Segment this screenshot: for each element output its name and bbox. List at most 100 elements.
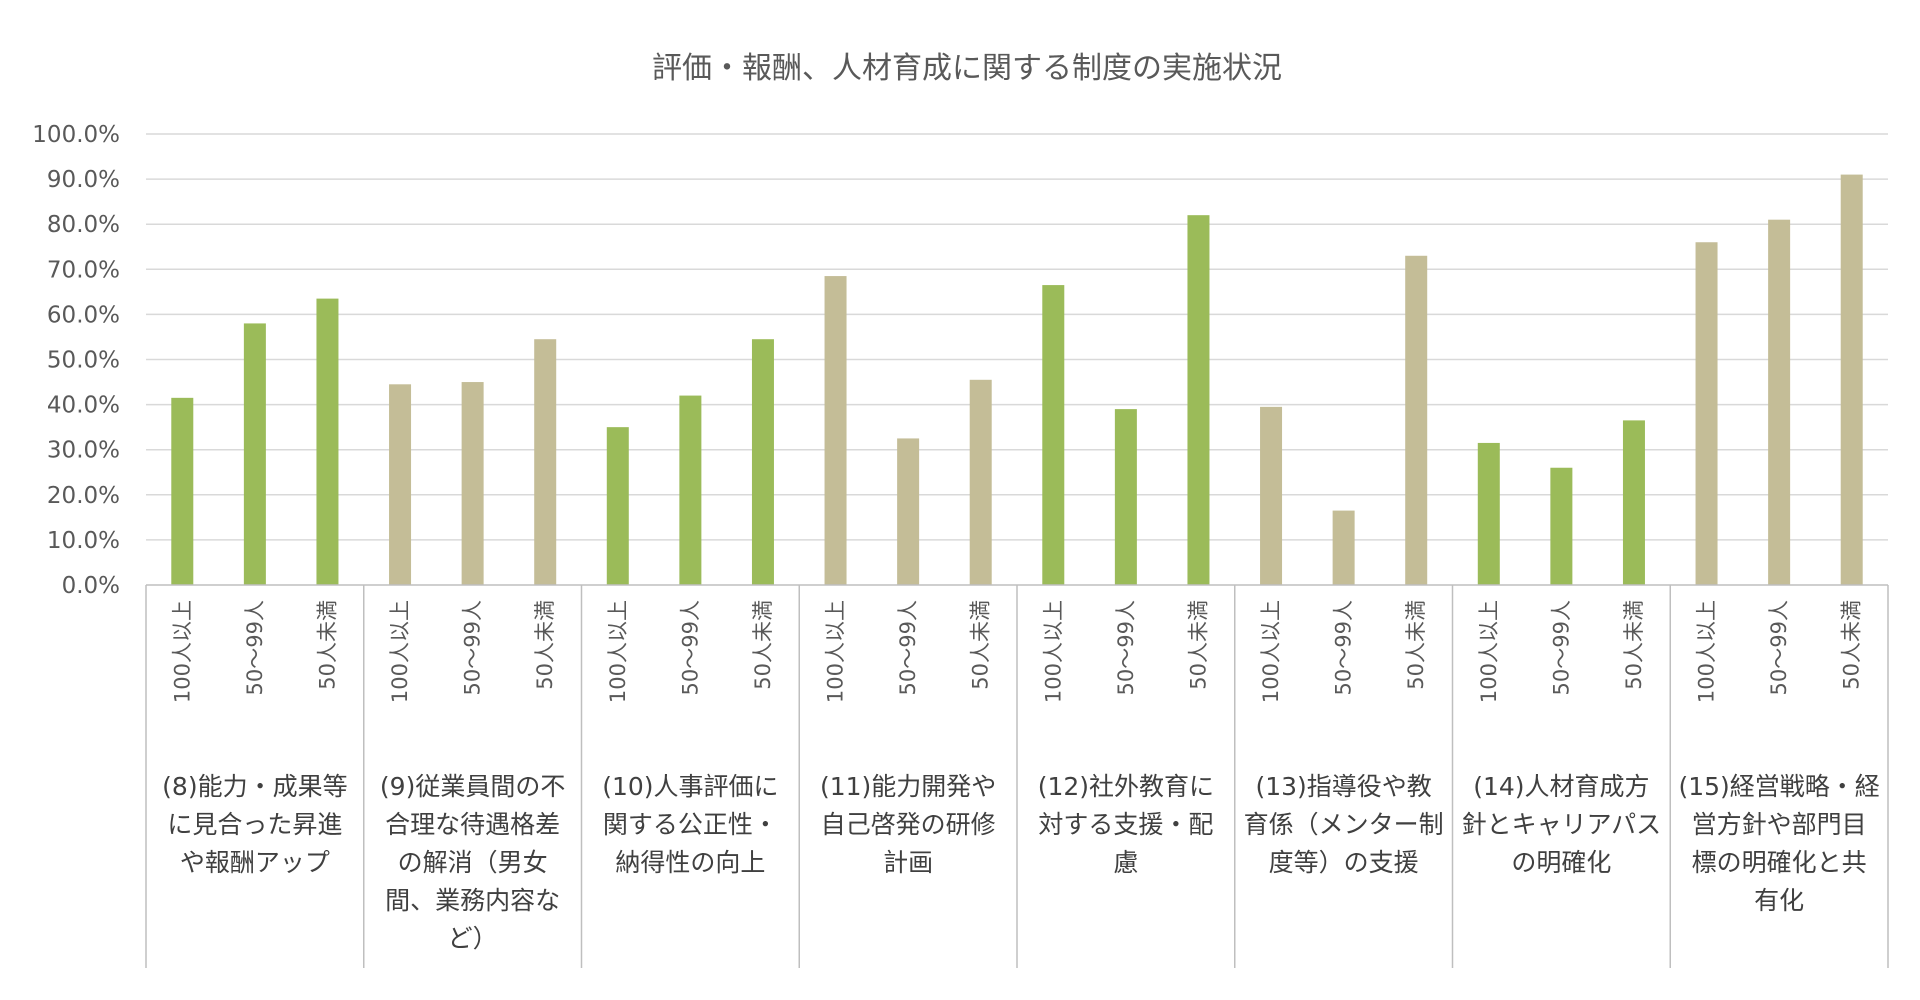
category-label: 50人未満: [1622, 600, 1646, 690]
group-label-line: 育係（メンター制: [1244, 810, 1444, 839]
category-label: 100人以上: [1695, 600, 1719, 703]
y-tick-label: 20.0%: [47, 483, 120, 509]
category-label: 50人未満: [1840, 600, 1864, 690]
y-tick-label: 100.0%: [32, 122, 120, 148]
group-label-line: の明確化: [1511, 848, 1611, 877]
chart-title: 評価・報酬、人材育成に関する制度の実施状況: [652, 51, 1282, 86]
category-label: 50～99人: [1767, 600, 1791, 695]
group-label-line: 自己啓発の研修: [821, 810, 996, 839]
y-tick-label: 50.0%: [47, 348, 120, 374]
group-label: (13)指導役や教育係（メンター制度等）の支援: [1244, 772, 1444, 877]
bar: [897, 438, 920, 585]
group-label: (12)社外教育に対する支援・配慮: [1038, 772, 1214, 877]
group-label-line: (8)能力・成果等: [162, 772, 347, 801]
group-label-line: ど）: [448, 924, 498, 953]
group-label-line: 対する支援・配: [1038, 810, 1213, 839]
bar: [679, 395, 702, 585]
group-label-line: 間、業務内容な: [385, 886, 560, 915]
group-label: (15)経営戦略・経営方針や部門目標の明確化と共有化: [1678, 772, 1879, 915]
bar: [534, 339, 557, 585]
group-label: (11)能力開発や自己啓発の研修計画: [820, 772, 996, 877]
group-label-line: 関する公正性・: [603, 810, 778, 839]
y-tick-label: 40.0%: [47, 393, 120, 419]
category-label: 50～99人: [1114, 600, 1138, 695]
group-label: (14)人材育成方針とキャリアパスの明確化: [1462, 772, 1662, 877]
category-label: 100人以上: [388, 600, 412, 703]
group-label-line: 慮: [1113, 848, 1138, 877]
y-tick-label: 60.0%: [47, 302, 120, 328]
group-label-line: (13)指導役や教: [1255, 772, 1431, 801]
bar: [316, 298, 339, 585]
bar: [461, 382, 484, 585]
category-label: 50人未満: [751, 600, 775, 690]
bar: [751, 339, 774, 585]
y-tick-label: 70.0%: [47, 257, 120, 283]
bar: [171, 397, 194, 585]
bar: [1550, 467, 1573, 585]
bar: [1260, 406, 1283, 585]
y-tick-label: 80.0%: [47, 212, 120, 238]
group-label-line: や報酬アップ: [180, 848, 330, 877]
y-tick-label: 0.0%: [62, 573, 120, 599]
bar: [1768, 219, 1791, 585]
group-label-line: (10)人事評価に: [602, 772, 778, 801]
y-tick-label: 90.0%: [47, 167, 120, 193]
bar: [1405, 255, 1428, 585]
bar: [1695, 242, 1718, 586]
group-label-line: (12)社外教育に: [1038, 772, 1214, 801]
bar: [389, 384, 412, 585]
group-label-line: (15)経営戦略・経: [1678, 772, 1879, 801]
x-axis-category-labels: 100人以上 50～99人 50人未満 100人以上 50～99人 50人未満 100人以上…: [170, 600, 1863, 703]
y-tick-label: 30.0%: [47, 438, 120, 464]
category-label: 100人以上: [824, 600, 848, 703]
bar: [1622, 420, 1645, 585]
x-axis: [145, 584, 1889, 968]
group-label: (8)能力・成果等に見合った昇進や報酬アップ: [162, 772, 347, 877]
category-label: 50～99人: [896, 600, 920, 695]
bar: [1840, 174, 1863, 585]
category-label: 100人以上: [1477, 600, 1501, 703]
category-label: 50人未満: [1186, 600, 1210, 690]
bar: [1332, 510, 1355, 585]
bar: [824, 276, 847, 585]
category-label: 50人未満: [969, 600, 993, 690]
group-label-line: 標の明確化と共: [1692, 848, 1867, 877]
group-label-line: に見合った昇進: [167, 810, 342, 839]
bar: [1477, 442, 1500, 585]
category-label: 50～99人: [243, 600, 267, 695]
gridlines: [146, 133, 1888, 541]
category-label: 100人以上: [606, 600, 630, 703]
group-label: (10)人事評価に関する公正性・納得性の向上: [602, 772, 778, 877]
group-label-line: 有化: [1754, 886, 1804, 915]
category-label: 50～99人: [461, 600, 485, 695]
category-label: 50～99人: [1549, 600, 1573, 695]
group-label-line: 度等）の支援: [1269, 848, 1419, 877]
bar: [606, 427, 629, 585]
group-label-line: 計画: [883, 848, 933, 877]
category-label: 50～99人: [1332, 600, 1356, 695]
y-axis-tick-labels: 0.0% 10.0% 20.0% 30.0% 40.0% 50.0% 60.0% 70.0% 8…: [32, 122, 120, 599]
bar: [1114, 409, 1137, 585]
category-label: 100人以上: [1041, 600, 1065, 703]
group-label-line: の解消（男女: [398, 848, 548, 877]
bar: [969, 379, 992, 585]
category-label: 50人未満: [533, 600, 557, 690]
group-label-line: 針とキャリアパス: [1462, 810, 1662, 839]
category-label: 50人未満: [315, 600, 339, 690]
group-label: (9)従業員間の不合理な待遇格差の解消（男女間、業務内容など）: [380, 772, 565, 953]
category-label: 50～99人: [678, 600, 702, 695]
group-label-line: (14)人材育成方: [1473, 772, 1649, 801]
category-label: 50人未満: [1404, 600, 1428, 690]
bars: [171, 174, 1863, 586]
y-tick-label: 10.0%: [47, 528, 120, 554]
group-label-line: 納得性の向上: [615, 848, 765, 877]
bar: [1187, 215, 1210, 585]
group-label-line: (9)従業員間の不: [380, 772, 565, 801]
group-label-line: (11)能力開発や: [820, 772, 996, 801]
x-axis-group-labels: (8)能力・成果等に見合った昇進や報酬アップ (9)従業員間の不合理な待遇格差の解…: [162, 772, 1880, 953]
group-label-line: 営方針や部門目: [1692, 810, 1867, 839]
category-label: 100人以上: [170, 600, 194, 703]
group-label-line: 合理な待遇格差: [385, 810, 560, 839]
bar: [1042, 285, 1065, 585]
